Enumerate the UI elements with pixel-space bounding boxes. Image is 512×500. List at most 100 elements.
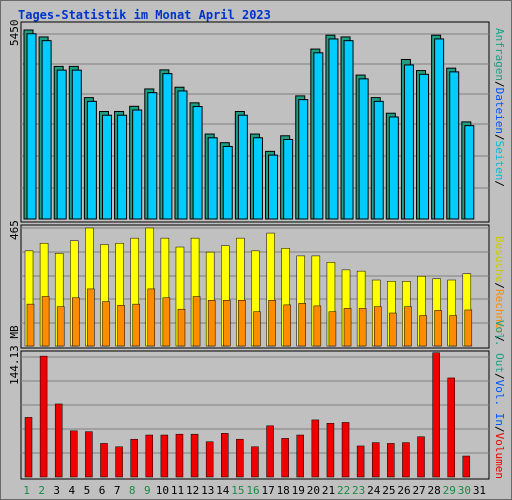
x-tick-label: 4: [69, 484, 76, 497]
bar-dateien: [71, 69, 82, 220]
bar-volumen: [266, 425, 274, 478]
bar-volumen: [236, 438, 244, 478]
bar-dateien: [358, 78, 369, 220]
bar-dateien: [26, 33, 37, 220]
bar-volumen: [462, 455, 471, 478]
bar-dateien: [41, 40, 52, 220]
bar-dateien: [222, 145, 233, 220]
bar-dateien: [56, 69, 67, 220]
bar-rechner: [268, 300, 276, 347]
bar-volumen: [402, 442, 410, 478]
bar-dateien: [117, 114, 128, 220]
x-tick-label: 3: [53, 484, 60, 497]
bar-volumen: [54, 403, 63, 478]
bar-rechner: [147, 288, 156, 347]
bar-rechner: [253, 311, 261, 347]
bar-rechner: [419, 315, 427, 347]
bar-volumen: [24, 417, 33, 478]
bar-rechner: [358, 308, 367, 347]
legend-vol-out: Vol. Out: [493, 320, 506, 373]
x-tick-label: 29: [443, 484, 456, 497]
bar-volumen: [115, 446, 123, 478]
bar-dateien: [132, 109, 143, 220]
bar-dateien: [328, 38, 339, 220]
bar-rechner: [26, 303, 35, 347]
x-tick-label: 19: [292, 484, 305, 497]
bar-rechner: [132, 303, 140, 347]
bar-volumen: [371, 442, 380, 478]
bar-volumen: [160, 434, 169, 478]
bar-dateien: [268, 154, 279, 220]
bar-dateien: [388, 116, 399, 220]
chart-title: Tages-Statistik im Monat April 2023: [18, 8, 271, 22]
bar-rechner: [207, 300, 216, 347]
bar-rechner: [117, 305, 125, 347]
bar-dateien: [343, 40, 354, 220]
bar-volumen: [70, 430, 78, 478]
y-max-label-top: 5450: [8, 20, 21, 47]
bar-volumen: [447, 377, 455, 478]
x-tick-label: 17: [261, 484, 274, 497]
legend-dateien: Dateien: [493, 87, 506, 134]
bar-volumen: [130, 438, 138, 478]
bar-rechner: [404, 306, 412, 347]
bar-volumen: [417, 436, 425, 478]
x-tick-label: 25: [382, 484, 395, 497]
legend-besuche: Besuche: [493, 236, 506, 283]
bar-volumen: [39, 355, 48, 478]
bar-rechner: [298, 303, 306, 347]
bar-volumen: [221, 433, 229, 478]
bar-volumen: [85, 431, 93, 478]
bar-dateien: [252, 137, 263, 220]
x-tick-label: 11: [171, 484, 184, 497]
bar-rechner: [41, 296, 50, 347]
legend-vol-in: Vol. In: [493, 379, 506, 426]
x-tick-label: 10: [156, 484, 169, 497]
y-max-label-bottom: 144.13 MB: [8, 325, 21, 385]
bar-volumen: [190, 433, 199, 478]
x-tick-label: 12: [186, 484, 199, 497]
bar-volumen: [326, 423, 335, 478]
x-tick-label: 22: [337, 484, 350, 497]
bar-rechner: [449, 315, 457, 347]
bar-volumen: [281, 438, 289, 478]
bar-rechner: [162, 297, 171, 347]
bar-dateien: [207, 137, 218, 220]
bar-dateien: [313, 52, 324, 220]
bar-dateien: [177, 90, 188, 220]
bar-dateien: [237, 114, 248, 220]
x-tick-label: 14: [216, 484, 230, 497]
x-tick-label: 1: [23, 484, 30, 497]
bar-volumen: [387, 443, 395, 478]
bar-dateien: [101, 114, 112, 220]
x-tick-label: 9: [144, 484, 151, 497]
x-tick-label: 6: [99, 484, 106, 497]
bar-volumen: [356, 445, 365, 478]
y-max-label-middle: 465: [8, 220, 21, 240]
x-tick-label: 2: [38, 484, 45, 497]
bar-dateien: [464, 125, 475, 220]
bar-volumen: [175, 433, 184, 478]
bar-rechner: [434, 310, 442, 347]
x-tick-label: 5: [84, 484, 91, 497]
bar-rechner: [328, 311, 337, 347]
x-tick-label: 23: [352, 484, 365, 497]
bar-dateien: [162, 73, 173, 220]
x-tick-label: 26: [397, 484, 410, 497]
x-tick-label: 16: [246, 484, 259, 497]
bar-rechner: [464, 309, 473, 347]
bar-rechner: [389, 312, 397, 347]
bar-dateien: [86, 100, 97, 220]
bar-volumen: [341, 422, 350, 478]
side-legend-top: Anfragen/Dateien/Seiten/: [493, 28, 506, 187]
x-tick-label: 21: [322, 484, 335, 497]
legend-anfragen: Anfragen: [493, 28, 506, 81]
bar-dateien: [147, 92, 158, 220]
x-tick-label: 8: [129, 484, 136, 497]
x-tick-label: 30: [458, 484, 471, 497]
x-tick-label: 20: [307, 484, 320, 497]
bar-dateien: [403, 64, 414, 220]
bar-volumen: [251, 446, 259, 478]
bar-dateien: [192, 106, 203, 220]
